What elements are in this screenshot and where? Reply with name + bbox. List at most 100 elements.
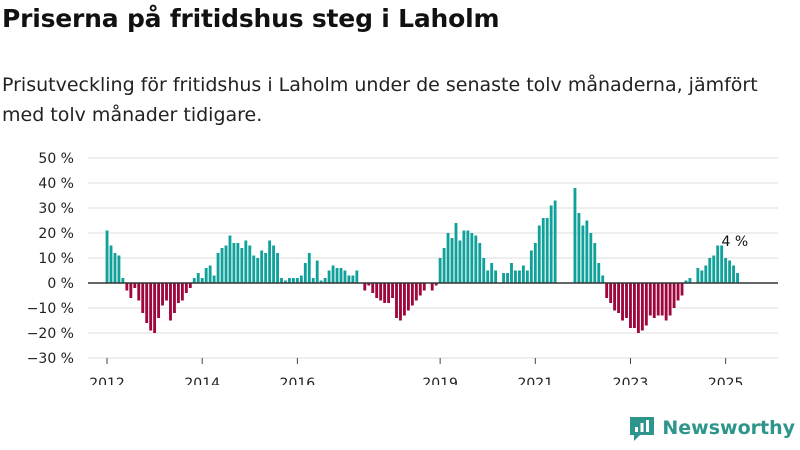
bar [117, 255, 121, 283]
bar [387, 283, 391, 303]
bar [589, 233, 593, 283]
bar [712, 255, 716, 283]
bar [636, 283, 640, 333]
bar [161, 283, 164, 306]
bar [613, 283, 617, 311]
bar [510, 263, 513, 283]
bar [720, 245, 724, 283]
bar [676, 283, 680, 301]
bar [696, 268, 700, 283]
bar [149, 283, 153, 331]
bar [684, 280, 688, 283]
bar [621, 283, 624, 321]
bar [410, 283, 414, 306]
y-tick-label: 40 % [38, 176, 74, 192]
bar [176, 283, 180, 303]
bar [268, 240, 272, 283]
bar [633, 283, 636, 328]
bar [276, 253, 279, 283]
bar [228, 235, 232, 283]
bar [545, 218, 549, 283]
bar [680, 283, 684, 296]
bar [605, 283, 609, 298]
bar [240, 248, 244, 283]
bar [418, 283, 422, 296]
bar [375, 283, 379, 298]
gridlines [88, 157, 778, 359]
bar [466, 230, 470, 283]
bar [688, 278, 692, 283]
bar [319, 280, 323, 283]
bar [700, 270, 704, 283]
bar [672, 283, 676, 308]
bar [581, 225, 585, 283]
bar [553, 200, 557, 283]
bar [458, 240, 462, 283]
bar [264, 253, 268, 283]
bar [434, 283, 438, 286]
bar [208, 265, 212, 283]
last-value-annotation: 4 % [722, 234, 749, 250]
x-tick-label: 2021 [517, 376, 553, 385]
bar [331, 265, 335, 283]
bar [430, 283, 434, 291]
bar [355, 270, 359, 283]
bar [121, 278, 125, 283]
bar [736, 273, 739, 283]
bar [248, 245, 252, 283]
bar [173, 283, 176, 313]
bar [518, 270, 521, 283]
bar [299, 275, 303, 283]
bar [537, 225, 541, 283]
bar [256, 258, 260, 283]
y-tick-label: −30 % [27, 351, 74, 367]
bar [232, 243, 236, 283]
bar [716, 245, 720, 283]
bar [141, 283, 145, 313]
bar-series [105, 188, 739, 333]
bar [145, 283, 149, 323]
bar [379, 283, 383, 301]
bar [129, 283, 133, 298]
bar [482, 258, 486, 283]
bar [133, 283, 137, 288]
bar [335, 268, 339, 283]
bar [609, 283, 613, 303]
bar [668, 283, 672, 316]
bar [502, 273, 505, 283]
bar [478, 243, 482, 283]
bar [391, 283, 394, 298]
bar [708, 258, 712, 283]
bar [295, 278, 299, 283]
bar [442, 248, 446, 283]
bar [640, 283, 644, 331]
bar [244, 240, 248, 283]
x-tick-label: 2025 [708, 376, 744, 385]
bar [303, 263, 307, 283]
bar [704, 265, 708, 283]
y-tick-label: 0 % [47, 276, 74, 292]
bar [454, 223, 458, 283]
brand-name: Newsworthy [662, 417, 795, 439]
bar [732, 265, 735, 283]
bar [664, 283, 668, 321]
bar [474, 235, 478, 283]
bar [204, 268, 208, 283]
bar [169, 283, 172, 321]
y-axis-labels: 50 % 40 % 30 % 20 % 10 % 0 % −10 % −20 % −30 % [27, 151, 74, 367]
bar [323, 278, 327, 283]
bar [184, 283, 188, 293]
bar-chart: 50 % 40 % 30 % 20 % 10 % 0 % −10 % −20 % −30 % 2… [27, 151, 778, 385]
bar [506, 273, 509, 283]
bar [549, 205, 553, 283]
bar [220, 248, 224, 283]
bar [656, 283, 660, 316]
bar [307, 253, 311, 283]
bar [644, 283, 648, 326]
bar [347, 275, 351, 283]
bar [272, 245, 276, 283]
y-tick-label: −20 % [27, 326, 74, 342]
bar [529, 250, 533, 283]
bar [153, 283, 157, 333]
bar [438, 258, 442, 283]
